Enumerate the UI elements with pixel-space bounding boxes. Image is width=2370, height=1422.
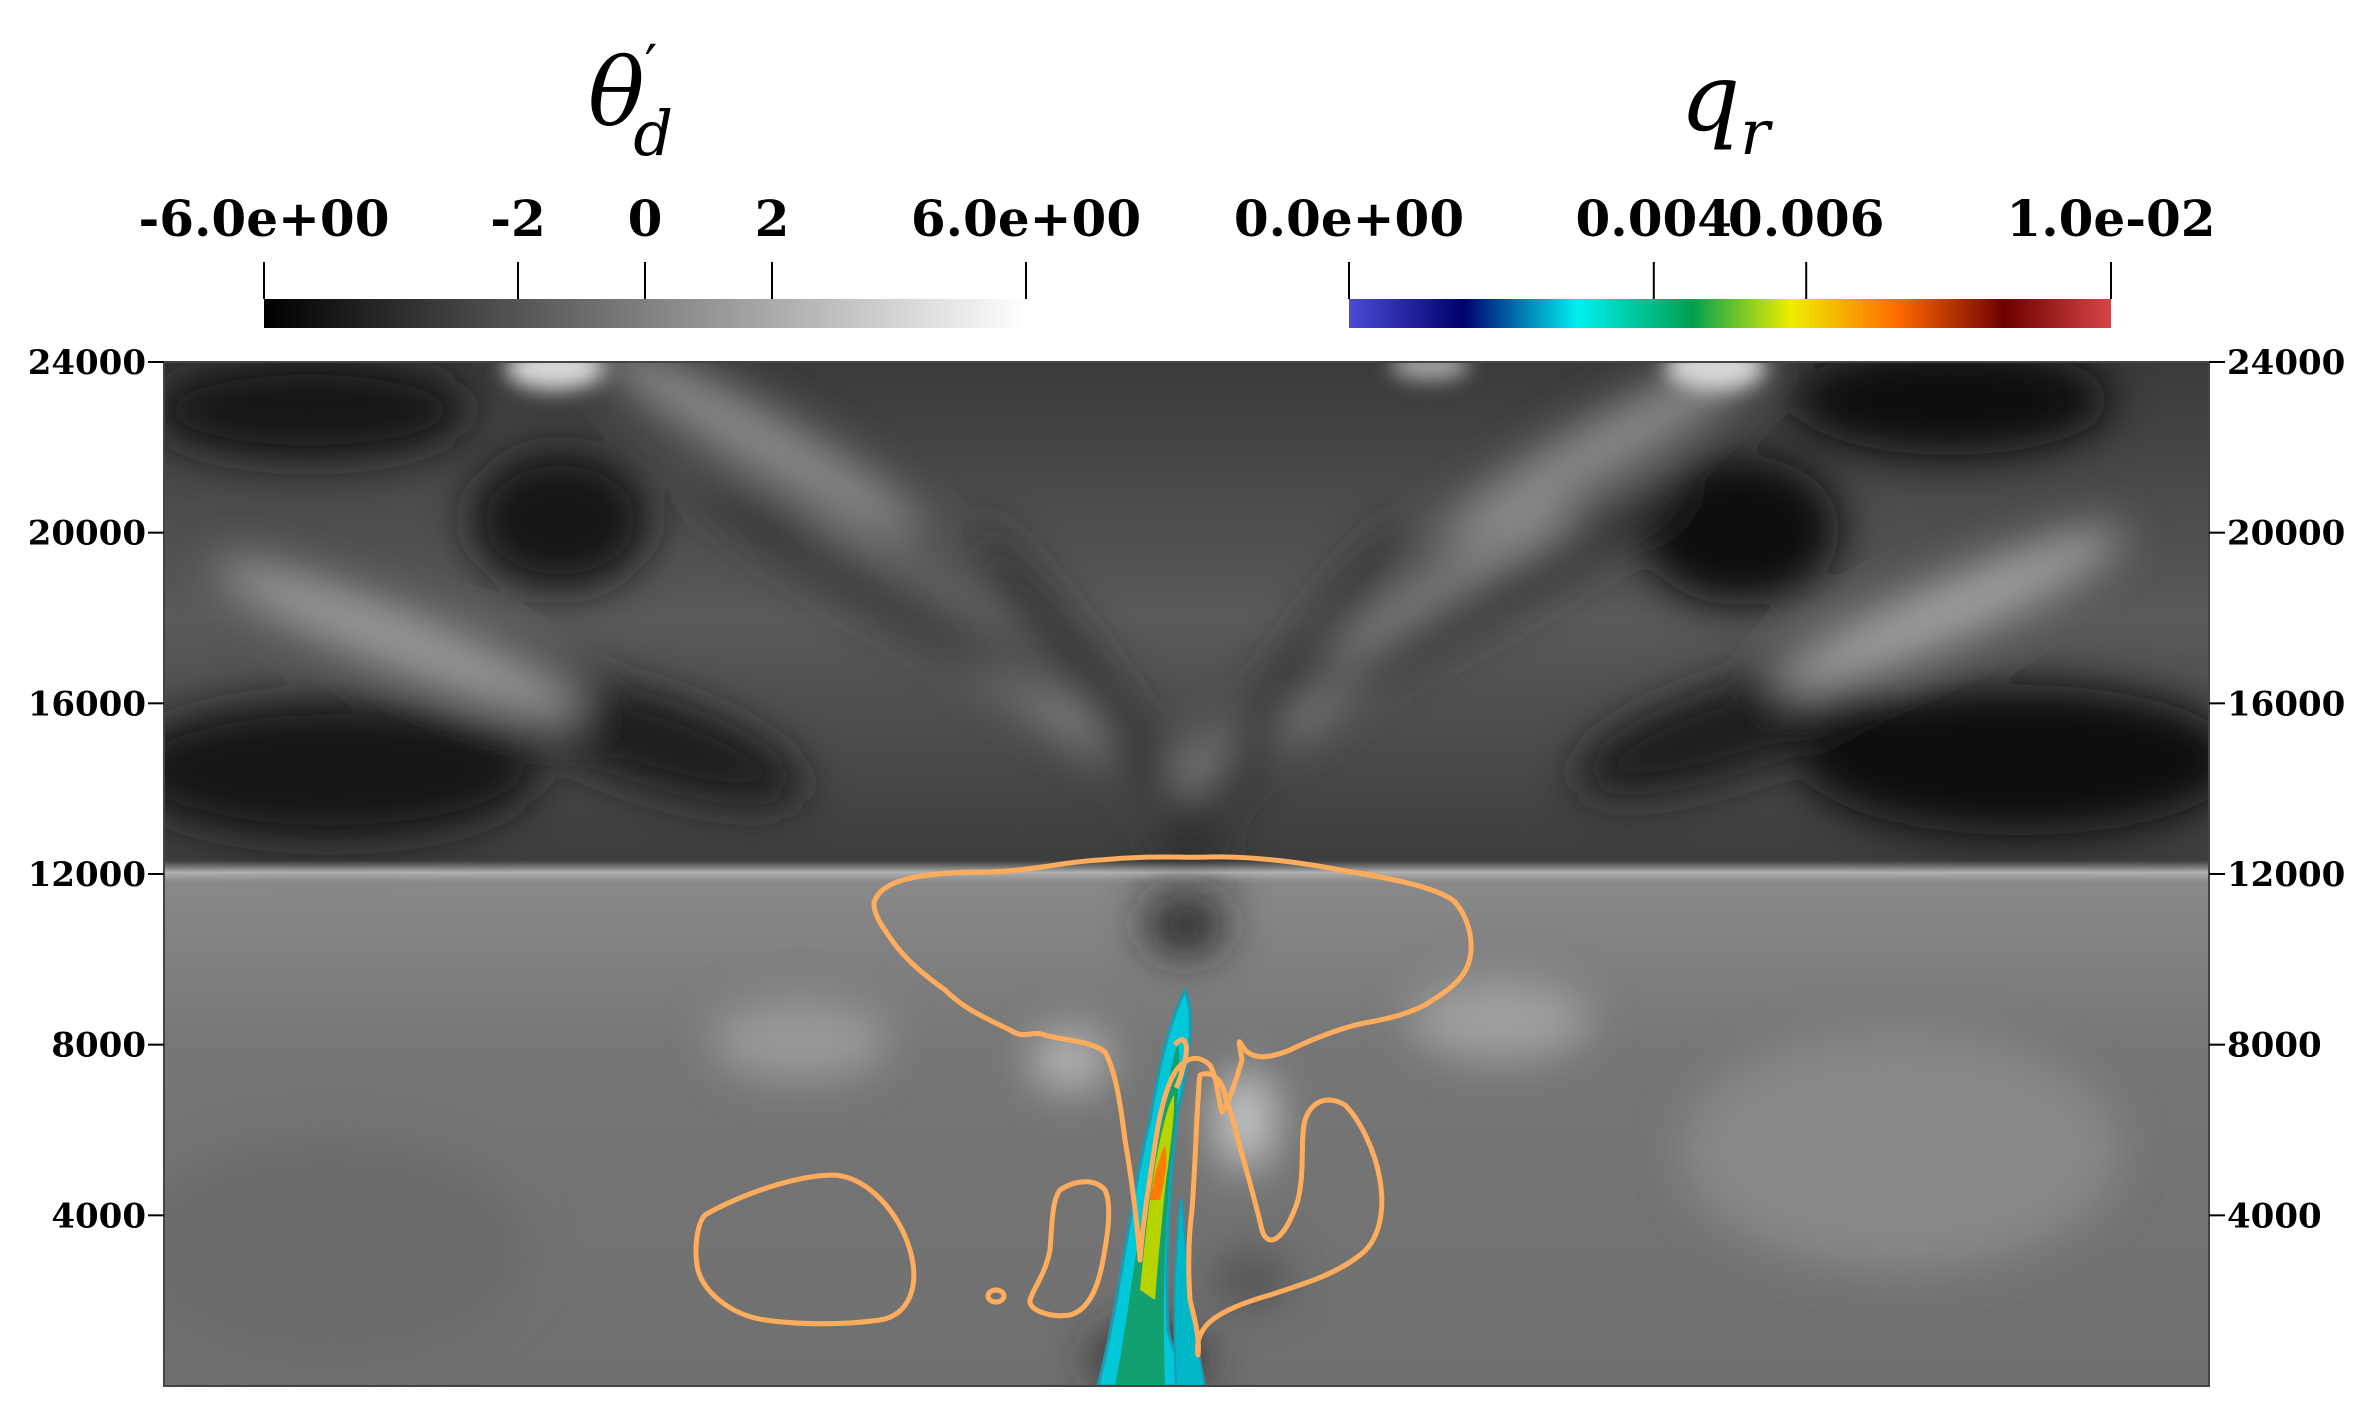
- y-tick-label-right: 4000: [2227, 1196, 2322, 1236]
- y-tick-label-right: 12000: [2227, 855, 2345, 895]
- qr-colorbar-tick-label: 0.0e+00: [1234, 189, 1464, 248]
- anvil-contour: [871, 854, 1474, 1263]
- y-tick-label-right: 24000: [2227, 343, 2345, 383]
- y-tick-label-right: 8000: [2227, 1026, 2322, 1066]
- right-lobe-contour: [1186, 1071, 1385, 1358]
- y-tick-label-left: 16000: [28, 684, 146, 724]
- plume-contour: [1172, 1037, 1189, 1090]
- y-tick-label-right: 16000: [2227, 684, 2345, 724]
- qr-colorbar-tick-label: 0.006: [1728, 189, 1885, 248]
- tiny-contour: [985, 1287, 1007, 1305]
- y-axis-right: 4000 8000 12000 16000 20000 24000: [2209, 343, 2345, 1236]
- small-lower-contour: [1027, 1179, 1112, 1319]
- left-lobe-contour: [693, 1172, 917, 1327]
- theta-title-subscript: d: [633, 97, 673, 170]
- theta-colorbar-title: θ′ d: [588, 34, 673, 170]
- theta-colorbar-tick-label: 2: [755, 189, 790, 248]
- theta-colorbar: θ′ d -6.0e+00 -2 0 2 6.0e+00: [138, 34, 1141, 328]
- y-tick-label-left: 8000: [51, 1026, 146, 1066]
- cloud-contour: [693, 854, 1474, 1358]
- qr-colorbar-title: qr: [1680, 44, 1773, 169]
- theta-title-symbol: θ: [588, 39, 645, 148]
- theta-colorbar-tick-label: -2: [490, 189, 546, 248]
- theta-colorbar-tick-label: -6.0e+00: [138, 189, 389, 248]
- theta-colorbar-gradient: [264, 299, 1026, 328]
- y-tick-label-left: 24000: [28, 343, 146, 383]
- qr-colorbar-tick-label: 1.0e-02: [2006, 189, 2215, 248]
- theta-colorbar-tick-label: 6.0e+00: [911, 189, 1141, 248]
- theta-title-prime: ′: [645, 34, 658, 99]
- qr-title-subscript: r: [1740, 96, 1773, 169]
- y-axis-left: 4000 8000 12000 16000 20000 24000: [28, 343, 164, 1236]
- y-tick-label-left: 20000: [28, 514, 146, 554]
- y-tick-label-left: 12000: [28, 855, 146, 895]
- qr-colorbar-tick-label: 0.004: [1576, 189, 1733, 248]
- theta-colorbar-tick-label: 0: [628, 189, 663, 248]
- qr-title-symbol: q: [1680, 44, 1740, 153]
- y-tick-label-left: 4000: [51, 1196, 146, 1236]
- y-tick-label-right: 20000: [2227, 514, 2345, 554]
- qr-colorbar-gradient: [1349, 299, 2111, 328]
